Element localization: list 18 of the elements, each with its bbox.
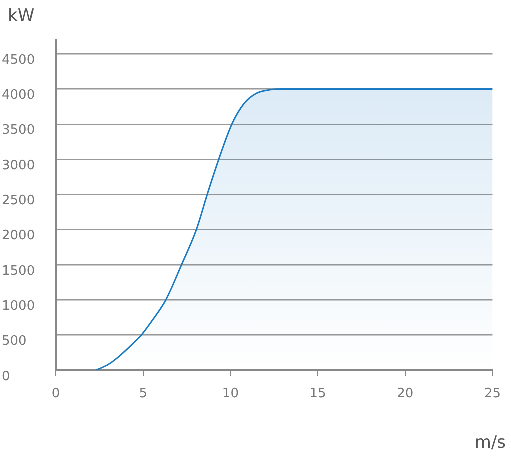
x-axis-title: m/s [474,432,506,453]
y-tick-label: 2500 [2,194,36,209]
x-tick-label: 5 [139,386,148,402]
x-tick-label: 25 [484,386,501,402]
y-tick-label: 4500 [2,52,36,68]
y-tick-label: 3000 [2,158,36,174]
x-tick-label: 10 [222,386,239,402]
x-tick-label: 20 [397,386,414,402]
y-tick-label: 0 [2,369,10,384]
y-tick-label: 4000 [2,88,36,104]
x-tick-label: 0 [52,386,60,402]
x-tick-label: 15 [310,386,326,402]
y-tick-label: 2000 [2,228,36,244]
y-tick-label: 1000 [2,298,36,314]
y-tick-label: 500 [2,334,27,350]
y-axis-title: kW [8,6,35,26]
y-tick-label: 3500 [2,123,36,138]
y-tick-label: 1500 [2,264,36,279]
